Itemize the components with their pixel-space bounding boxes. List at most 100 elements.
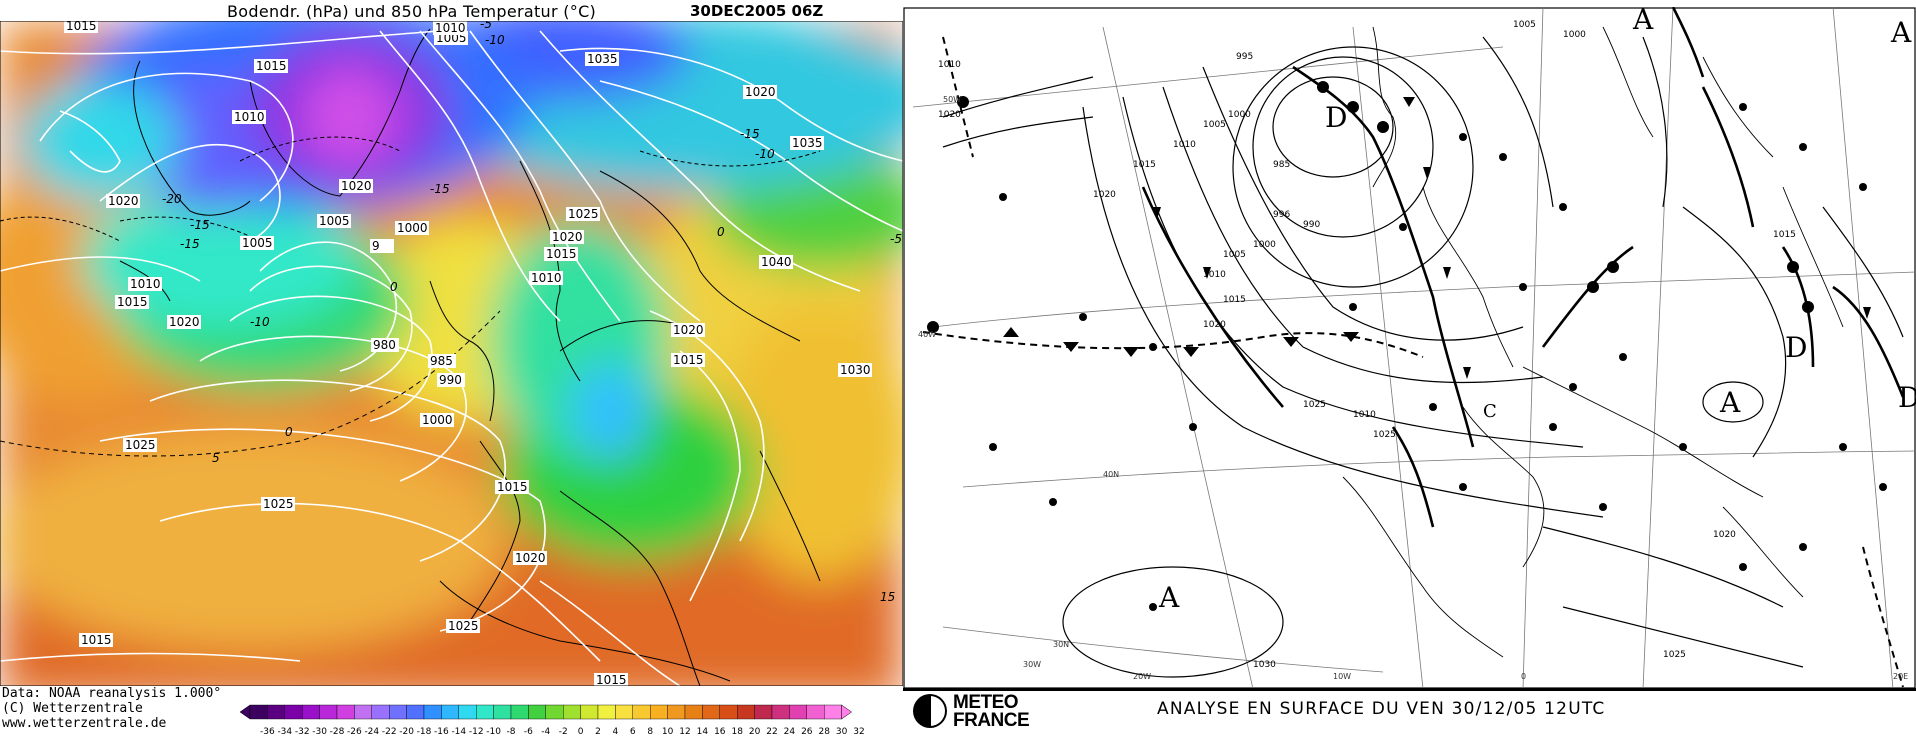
colorbar-swatch [824, 704, 842, 720]
colorbar-swatch [667, 704, 686, 720]
temp-label: -5 [480, 21, 492, 31]
svg-text:1015: 1015 [497, 480, 528, 494]
analysis-caption: ANALYSE EN SURFACE DU VEN 30/12/05 12UTC [1157, 699, 1606, 719]
high-center: A [1158, 581, 1180, 614]
isobar-label: 1020 [1203, 320, 1226, 330]
isobar-label: 1020 [1093, 190, 1116, 200]
colorbar-tick-label: -16 [434, 727, 449, 737]
isobar-label-group: 1010 1020 995 1000 1005 1010 1015 1020 9… [938, 20, 1796, 670]
colorbar-tick-label: -18 [417, 727, 432, 737]
meteo-france-logo-icon [913, 694, 947, 728]
colorbar-swatch [249, 704, 268, 720]
colorbar-tick-label: -14 [451, 727, 466, 737]
svg-text:1020: 1020 [341, 179, 372, 193]
colorbar-tick-label: -30 [312, 727, 327, 737]
colorbar-tick-label: 20 [749, 727, 761, 737]
credit-copyright: (C) Wetterzentrale [2, 701, 143, 716]
isobar-label: 1000 [395, 221, 429, 235]
svg-text:1040: 1040 [761, 255, 792, 269]
logo-text-france: FRANCE [953, 710, 1030, 731]
isobar-label: 1015 [1773, 230, 1796, 240]
temp-label: 15 [880, 590, 895, 604]
front-symbols [927, 81, 1871, 379]
isobar-label: 1015 [64, 21, 98, 33]
isobar-label: 1015 [254, 59, 288, 73]
map-title: Bodendr. (hPa) und 850 hPa Temperatur (°… [227, 2, 597, 21]
isobar-label: 1010 [1203, 270, 1226, 280]
svg-text:1015: 1015 [81, 633, 112, 647]
isobar-label: 1015 [79, 633, 113, 647]
svg-text:1025: 1025 [263, 497, 294, 511]
isobar-label: 1020 [339, 179, 373, 193]
colorbar-tick-label: -10 [486, 727, 501, 737]
svg-text:1015: 1015 [66, 21, 97, 33]
temp-label: 0 [285, 425, 293, 439]
isobar-label: 1020 [513, 551, 547, 565]
colorbar-swatch [319, 704, 338, 720]
isobar-label-group: 1015 1015 1010 1005 1035 1020 1010 1020 … [64, 21, 872, 686]
colorbar-tick-label: -6 [524, 727, 533, 737]
graticule-label: 30N [1053, 640, 1069, 649]
map-title-bar: Bodendr. (hPa) und 850 hPa Temperatur (°… [0, 2, 903, 22]
colorbar-tick-label: -22 [382, 727, 397, 737]
graticule-label: 10W [1333, 672, 1351, 681]
colorbar-tick-label: -28 [330, 727, 345, 737]
svg-text:1015: 1015 [117, 295, 148, 309]
isobar-label: 980 [371, 338, 399, 352]
colorbar-swatch [493, 704, 512, 720]
temp-label: 0 [390, 280, 398, 294]
colorbar-tick-label: 30 [836, 727, 848, 737]
colorbar-swatch [441, 704, 459, 720]
isobar-label: 1000 [1563, 30, 1586, 40]
meteo-france-analysis-panel: D A A D D A A C 1010 1020 995 1000 1005 … [903, 0, 1916, 739]
colorbar-tick-label: -4 [541, 727, 550, 737]
coastlines [119, 28, 821, 686]
colorbar-swatch [458, 704, 477, 720]
colorbar-swatch [580, 704, 599, 720]
isobar-label: 1030 [1253, 660, 1276, 670]
temp-label: -10 [485, 33, 505, 47]
colorbar-swatch [371, 704, 390, 720]
svg-text:1035: 1035 [792, 136, 823, 150]
isobar-label: 1015 [544, 247, 578, 261]
colorbar-swatch [632, 704, 651, 720]
colorbar-swatch [597, 704, 616, 720]
low-center: D [1898, 381, 1916, 414]
temp-label: -10 [755, 147, 775, 161]
isobar-label: 1005 [317, 214, 351, 228]
temp-label: -15 [740, 127, 760, 141]
colorbar-tick-label: -36 [260, 727, 275, 737]
colorbar-swatch [388, 704, 407, 720]
coastlines [1342, 26, 1844, 658]
svg-text:1025: 1025 [568, 207, 599, 221]
triple-point-marker: C [1483, 401, 1497, 422]
isobar-label: 990 [1303, 220, 1320, 230]
svg-text:1020: 1020 [169, 315, 200, 329]
colorbar-tick-label: 0 [578, 727, 584, 737]
isobar-label: 996 [1273, 210, 1290, 220]
svg-text:1025: 1025 [125, 438, 156, 452]
isobar-label: 1015 [594, 673, 628, 686]
isobar-label: 1025 [1663, 650, 1686, 660]
isobar-label: 1000 [1253, 240, 1276, 250]
isobar-label: 1020 [743, 85, 777, 99]
credit-website[interactable]: www.wetterzentrale.de [2, 716, 167, 731]
colorbar-swatch [423, 704, 442, 720]
isobars [942, 36, 1904, 678]
svg-text:1020: 1020 [552, 230, 583, 244]
colorbar-swatch [267, 704, 285, 720]
colorbar-tick-label: -2 [559, 727, 568, 737]
graticule-label: 30W [1023, 660, 1041, 669]
pressure-centers: D A A D D A A [1158, 7, 1916, 614]
isobar-label: 1015 [115, 295, 149, 309]
colorbar-tick-label: 2 [595, 727, 601, 737]
colorbar-swatch [684, 704, 703, 720]
colorbar-tick-label: 22 [766, 727, 777, 737]
station-plots [989, 103, 1887, 611]
svg-text:1020: 1020 [108, 194, 139, 208]
isobar-label: 995 [1236, 52, 1253, 62]
colorbar-tick-label: -8 [507, 727, 516, 737]
graticule-label: 40W [918, 330, 936, 339]
credit-data-source: Data: NOAA reanalysis 1.000° [2, 686, 222, 701]
svg-text:1020: 1020 [515, 551, 546, 565]
